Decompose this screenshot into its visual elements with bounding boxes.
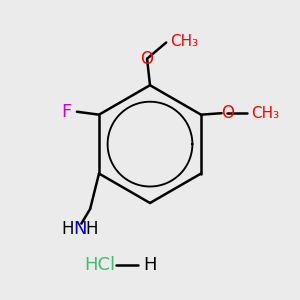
Text: HCl: HCl [84, 256, 116, 274]
Text: H: H [62, 220, 74, 238]
Text: CH₃: CH₃ [171, 34, 199, 49]
Text: N: N [73, 220, 87, 238]
Text: F: F [61, 103, 72, 121]
Text: H: H [143, 256, 157, 274]
Text: H: H [85, 220, 98, 238]
Text: CH₃: CH₃ [251, 106, 279, 121]
Text: O: O [221, 104, 234, 122]
Text: O: O [141, 50, 154, 68]
